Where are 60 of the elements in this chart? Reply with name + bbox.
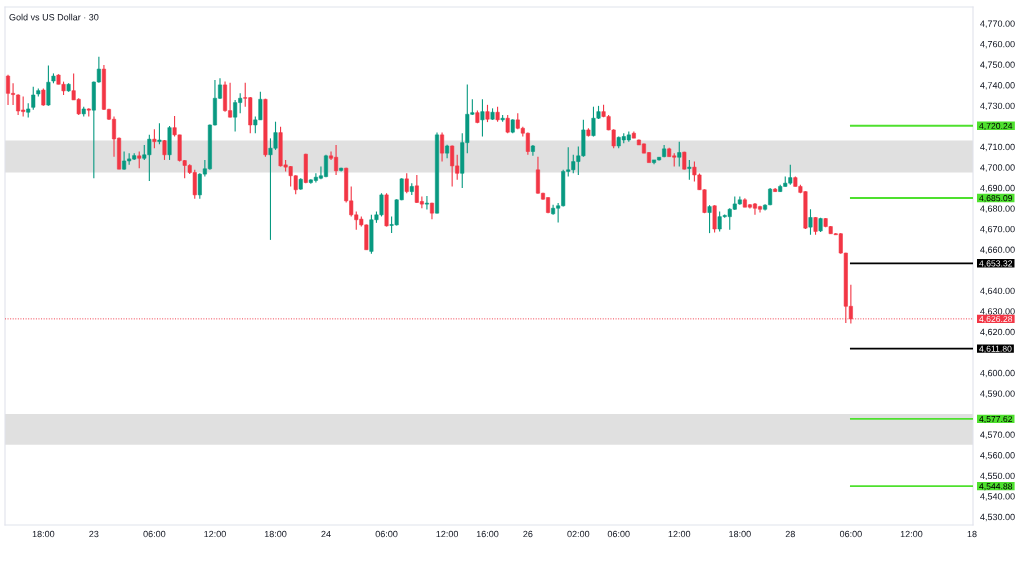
y-tick-label: 4,600.00 bbox=[980, 369, 1015, 378]
y-tick-label: 4,680.00 bbox=[980, 205, 1015, 213]
candlestick bbox=[480, 98, 485, 138]
candlestick bbox=[687, 159, 692, 181]
y-tick-label: 4,760.00 bbox=[980, 40, 1015, 49]
x-tick-label: 24 bbox=[321, 530, 331, 538]
x-tick-label: 12:00 bbox=[900, 530, 923, 538]
x-tick-label: 18 bbox=[967, 530, 977, 538]
ref-line-label: 4,577.62 bbox=[979, 415, 1013, 424]
y-tick-label: 4,700.00 bbox=[980, 164, 1015, 172]
y-tick-label: 4,770.00 bbox=[980, 20, 1015, 28]
y-tick-label: 4,590.00 bbox=[980, 390, 1015, 398]
y-tick-label: 4,540.00 bbox=[980, 493, 1015, 501]
y-tick-label: 4,660.00 bbox=[980, 246, 1015, 254]
ref-line-label: 4,685.09 bbox=[979, 195, 1013, 203]
y-tick-label: 4,630.00 bbox=[980, 308, 1015, 316]
ref-line-label: 4,653.32 bbox=[979, 260, 1013, 268]
y-tick-label: 4,640.00 bbox=[980, 287, 1015, 296]
text: Gold vs US Dollar · 30 bbox=[9, 13, 99, 21]
y-tick-label: 4,710.00 bbox=[980, 143, 1015, 152]
x-tick-label: 18:00 bbox=[32, 530, 55, 538]
candlestick bbox=[404, 172, 409, 194]
x-tick-label: 12:00 bbox=[436, 530, 459, 538]
x-tick-label: 18:00 bbox=[729, 530, 751, 538]
candlestick bbox=[712, 204, 717, 234]
y-tick-label: 4,530.00 bbox=[980, 513, 1015, 522]
y-tick-label: 4,570.00 bbox=[980, 431, 1015, 439]
x-tick-label: 02:00 bbox=[567, 530, 590, 538]
candlestick bbox=[6, 74, 11, 106]
ref-line-label: 4,626.28 bbox=[979, 315, 1013, 324]
candlestick bbox=[152, 128, 157, 149]
candlestick bbox=[808, 208, 813, 236]
x-tick-label: 26 bbox=[523, 530, 533, 538]
x-tick-label: 16:00 bbox=[476, 530, 499, 538]
y-tick-label: 4,740.00 bbox=[980, 82, 1015, 90]
candlestick bbox=[157, 122, 162, 145]
y-tick-label: 4,730.00 bbox=[980, 102, 1015, 111]
candlestick bbox=[424, 195, 429, 211]
candlestick bbox=[46, 65, 51, 107]
y-tick-label: 4,550.00 bbox=[980, 472, 1015, 481]
ref-line-label: 4,544.88 bbox=[979, 483, 1013, 491]
x-tick-label: 23 bbox=[89, 530, 99, 538]
ref-line-label: 4,611.80 bbox=[979, 345, 1012, 353]
candlestick bbox=[677, 141, 682, 168]
x-tick-label: 28 bbox=[785, 530, 795, 538]
candlestick bbox=[440, 132, 445, 163]
candlestick bbox=[707, 204, 712, 234]
y-tick-label: 4,670.00 bbox=[980, 225, 1015, 234]
x-tick-label: 06:00 bbox=[607, 530, 630, 538]
y-tick-label: 4,620.00 bbox=[980, 328, 1015, 337]
x-tick-label: 06:00 bbox=[375, 530, 398, 538]
x-tick-label: 06:00 bbox=[143, 530, 166, 538]
x-tick-label: 06:00 bbox=[839, 530, 862, 538]
x-tick-label: 12:00 bbox=[204, 530, 226, 538]
y-tick-label: 4,560.00 bbox=[980, 452, 1015, 460]
y-tick-label: 4,690.00 bbox=[980, 184, 1015, 193]
y-tick-label: 4,750.00 bbox=[980, 61, 1015, 69]
x-tick-label: 18:00 bbox=[264, 530, 287, 538]
ref-line-label: 4,720.24 bbox=[979, 122, 1013, 130]
x-tick-label: 12:00 bbox=[668, 530, 691, 538]
